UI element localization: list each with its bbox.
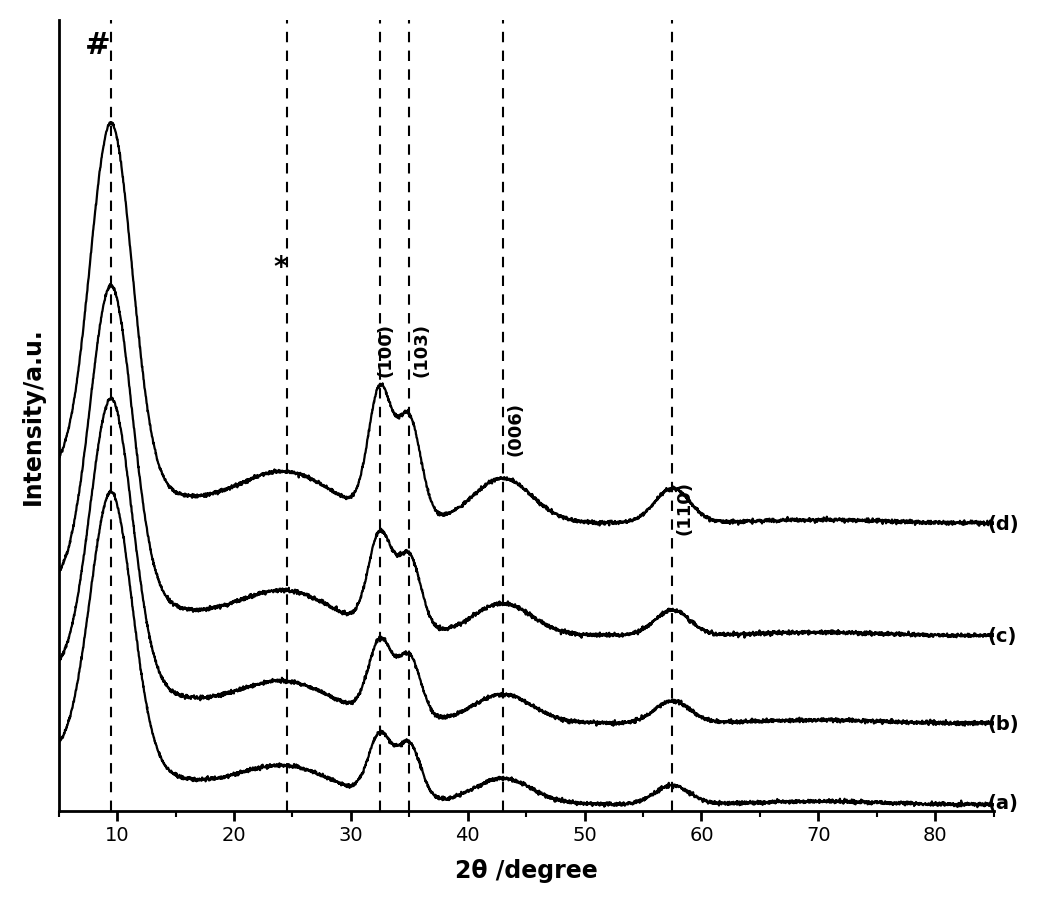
- Text: (100): (100): [377, 322, 395, 377]
- X-axis label: 2θ /degree: 2θ /degree: [455, 858, 598, 882]
- Text: (c): (c): [988, 627, 1017, 646]
- Text: *: *: [274, 254, 288, 282]
- Text: (103): (103): [413, 322, 431, 377]
- Text: (006): (006): [506, 401, 525, 455]
- Y-axis label: Intensity/a.u.: Intensity/a.u.: [21, 327, 45, 505]
- Text: (d): (d): [988, 514, 1019, 533]
- Text: (a): (a): [988, 794, 1018, 813]
- Text: (b): (b): [988, 714, 1019, 733]
- Text: #: #: [84, 32, 110, 61]
- Text: (110): (110): [676, 480, 693, 535]
